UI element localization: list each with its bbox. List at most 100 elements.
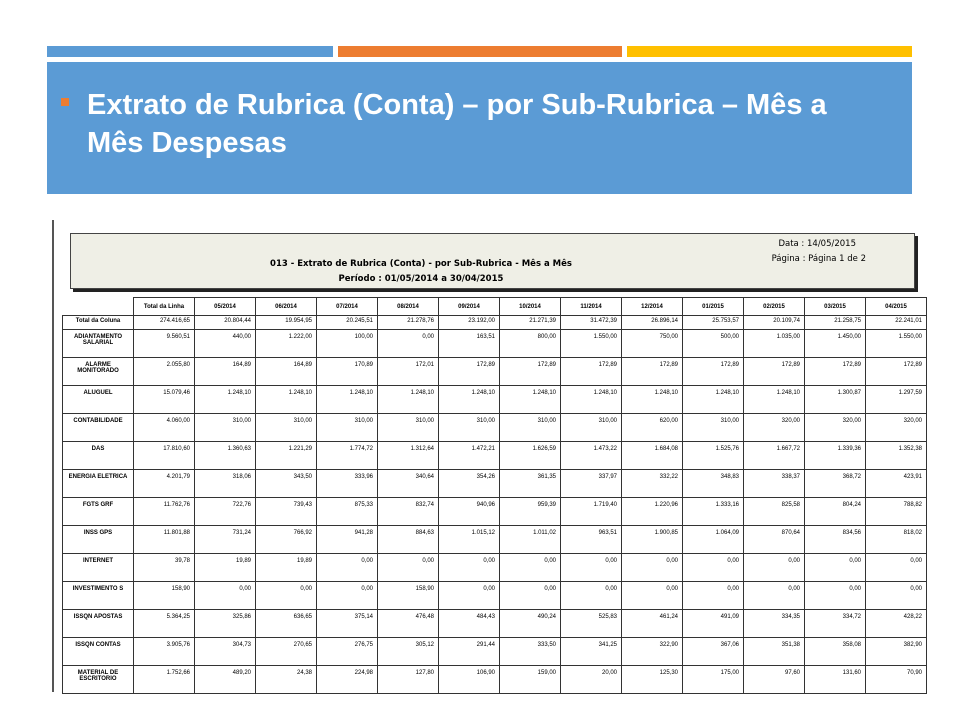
table-cell: 940,96 <box>438 497 500 526</box>
table-cell: 1.473,22 <box>560 441 622 470</box>
report-header: 013 - Extrato de Rubrica (Conta) - por S… <box>70 233 915 289</box>
table-cell: 172,01 <box>377 357 439 386</box>
report-date: Data : 14/05/2015 <box>778 239 856 249</box>
table-cell: 1.248,10 <box>499 385 561 414</box>
table-cell: 164,89 <box>194 357 256 386</box>
table-cell: 224,98 <box>316 665 378 694</box>
table-cell: 1.064,09 <box>682 525 744 554</box>
table-cell: 1.774,72 <box>316 441 378 470</box>
table-cell: 164,89 <box>255 357 317 386</box>
table-cell: 310,00 <box>194 413 256 442</box>
table-cell: 158,90 <box>133 581 195 610</box>
table-cell: 788,82 <box>865 497 927 526</box>
header-blank <box>62 297 134 316</box>
row-label: ISSQN APOSTAS <box>62 609 134 638</box>
table-cell: 832,74 <box>377 497 439 526</box>
table-cell: 334,72 <box>804 609 866 638</box>
table-cell: 21.278,76 <box>377 315 439 330</box>
table-cell: 17.810,60 <box>133 441 195 470</box>
row-label: ALUGUEL <box>62 385 134 414</box>
table-cell: 172,89 <box>682 357 744 386</box>
table-row: INSS GPS 11.801,88 731,24 766,92 941,28 884,6… <box>62 525 927 554</box>
table-cell: 870,64 <box>743 525 805 554</box>
report-period: Período : 01/05/2014 a 30/04/2015 <box>338 274 504 284</box>
table-cell: 163,51 <box>438 329 500 358</box>
table-cell: 23.192,00 <box>438 315 500 330</box>
table-cell: 1.300,87 <box>804 385 866 414</box>
table-cell: 461,24 <box>621 609 683 638</box>
bullet-icon <box>61 98 69 106</box>
table-cell: 20.109,74 <box>743 315 805 330</box>
table-cell: 1.525,76 <box>682 441 744 470</box>
table-cell: 1.248,10 <box>560 385 622 414</box>
table-cell: 333,50 <box>499 637 561 666</box>
title-box: Extrato de Rubrica (Conta) – por Sub-Rub… <box>47 62 912 194</box>
table-cell: 766,92 <box>255 525 317 554</box>
table-cell: 320,00 <box>804 413 866 442</box>
table-cell: 0,00 <box>804 553 866 582</box>
column-header: 07/2014 <box>316 297 378 316</box>
table-row: FGTS GRF 11.762,76 722,76 739,43 875,33 832,7… <box>62 497 927 526</box>
table-cell: 1.312,64 <box>377 441 439 470</box>
table-cell: 0,00 <box>865 581 927 610</box>
table-row: ALUGUEL 15.079,46 1.248,10 1.248,10 1.248,10… <box>62 385 927 414</box>
table-cell: 1.221,29 <box>255 441 317 470</box>
table-cell: 351,38 <box>743 637 805 666</box>
row-label: ADIANTAMENTO SALARIAL <box>62 329 134 358</box>
table-cell: 818,02 <box>865 525 927 554</box>
table-cell: 20.804,44 <box>194 315 256 330</box>
column-header: 06/2014 <box>255 297 317 316</box>
table-cell: 304,73 <box>194 637 256 666</box>
table-cell: 0,00 <box>804 581 866 610</box>
table-cell: 305,12 <box>377 637 439 666</box>
table-cell: 310,00 <box>682 413 744 442</box>
table-cell: 1.248,10 <box>438 385 500 414</box>
table-cell: 310,00 <box>499 413 561 442</box>
table-cell: 97,60 <box>743 665 805 694</box>
table-cell: 1.220,96 <box>621 497 683 526</box>
row-label: DAS <box>62 441 134 470</box>
table-cell: 343,50 <box>255 469 317 498</box>
table-cell: 0,00 <box>438 553 500 582</box>
table-cell: 332,22 <box>621 469 683 498</box>
row-label: ISSQN CONTAS <box>62 637 134 666</box>
table-cell: 20,00 <box>560 665 622 694</box>
table-cell: 4.060,00 <box>133 413 195 442</box>
table-cell: 170,89 <box>316 357 378 386</box>
row-label: ENERGIA ELETRICA <box>62 469 134 498</box>
table-row: MATERIAL DE ESCRITORIO 1.752,66 489,20 24,3… <box>62 665 927 694</box>
table-cell: 270,65 <box>255 637 317 666</box>
table-row: CONTABILIDADE 4.060,00 310,00 310,00 310,00 3… <box>62 413 927 442</box>
table-cell: 0,00 <box>743 553 805 582</box>
table-row: INVESTIMENTO S 158,90 0,00 0,00 0,00 158,90 0,… <box>62 581 927 610</box>
table-cell: 100,00 <box>316 329 378 358</box>
column-header: 02/2015 <box>743 297 805 316</box>
table-cell: 70,90 <box>865 665 927 694</box>
table-cell: 11.762,76 <box>133 497 195 526</box>
table-cell: 1.626,59 <box>499 441 561 470</box>
table-cell: 0,00 <box>499 581 561 610</box>
table-cell: 1.035,00 <box>743 329 805 358</box>
accent-bar-orange <box>338 46 622 57</box>
total-row: Total da Coluna 274.416,65 20.804,44 19.954… <box>62 315 927 330</box>
divider-line <box>52 220 54 692</box>
table-cell: 22.241,01 <box>865 315 927 330</box>
table-cell: 0,00 <box>621 553 683 582</box>
table-cell: 750,00 <box>621 329 683 358</box>
column-header: Total da Linha <box>133 297 195 316</box>
table-row: ENERGIA ELETRICA 4.201,79 318,06 343,50 333,… <box>62 469 927 498</box>
table-cell: 25.753,57 <box>682 315 744 330</box>
column-header: 08/2014 <box>377 297 439 316</box>
report-page: Página : Página 1 de 2 <box>771 254 866 264</box>
table-cell: 127,80 <box>377 665 439 694</box>
table-cell: 1.222,00 <box>255 329 317 358</box>
table-cell: 0,00 <box>316 553 378 582</box>
table-cell: 0,00 <box>682 581 744 610</box>
table-cell: 491,09 <box>682 609 744 638</box>
table-cell: 1.472,21 <box>438 441 500 470</box>
table-cell: 21.258,75 <box>804 315 866 330</box>
table-cell: 1.297,59 <box>865 385 927 414</box>
column-header: 09/2014 <box>438 297 500 316</box>
row-label: Total da Coluna <box>62 315 134 330</box>
table-cell: 172,89 <box>804 357 866 386</box>
